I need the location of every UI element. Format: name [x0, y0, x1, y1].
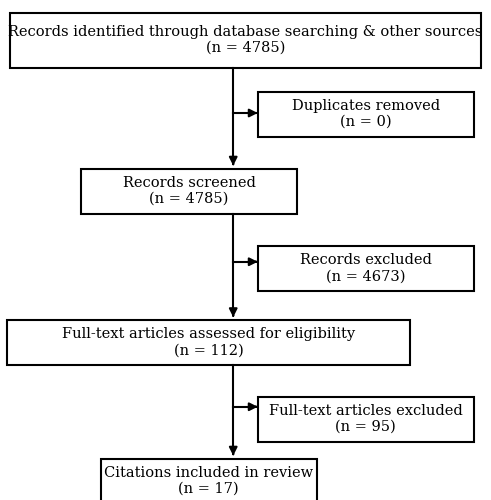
Text: Records screened
(n = 4785): Records screened (n = 4785) [123, 176, 255, 206]
FancyBboxPatch shape [101, 458, 317, 500]
Text: Duplicates removed
(n = 0): Duplicates removed (n = 0) [292, 99, 440, 129]
FancyBboxPatch shape [81, 168, 297, 214]
Text: Records identified through database searching & other sources
(n = 4785): Records identified through database sear… [8, 25, 483, 55]
FancyBboxPatch shape [258, 396, 474, 442]
Text: Citations included in review
(n = 17): Citations included in review (n = 17) [104, 466, 313, 496]
FancyBboxPatch shape [258, 92, 474, 136]
FancyBboxPatch shape [7, 320, 410, 365]
FancyBboxPatch shape [10, 12, 481, 68]
FancyBboxPatch shape [258, 246, 474, 291]
Text: Records excluded
(n = 4673): Records excluded (n = 4673) [300, 254, 432, 284]
Text: Full-text articles assessed for eligibility
(n = 112): Full-text articles assessed for eligibil… [62, 328, 355, 358]
Text: Full-text articles excluded
(n = 95): Full-text articles excluded (n = 95) [269, 404, 463, 434]
